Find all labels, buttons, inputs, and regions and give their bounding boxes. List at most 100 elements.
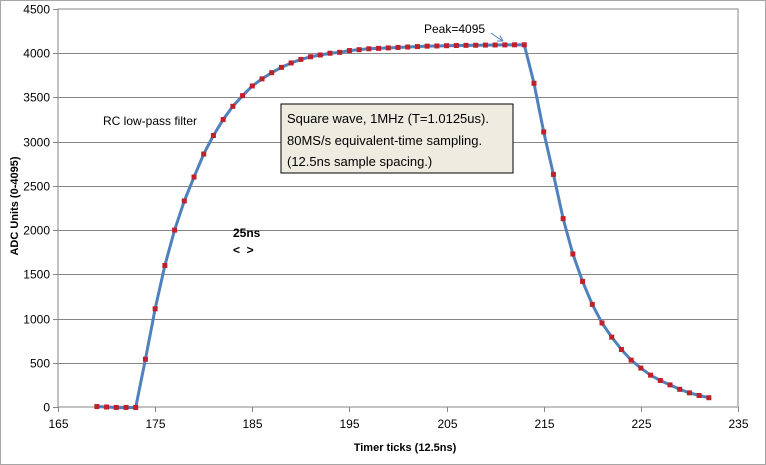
data-point [142,356,148,362]
data-point [706,395,712,401]
data-point [550,171,556,177]
x-tick-labels: 165 175 185 195 205 215 225 235 [48,417,748,431]
data-point [123,404,129,410]
x-axis-title: Timer ticks (12.5ns) [354,442,457,454]
data-point [482,42,488,48]
data-point [346,48,352,54]
data-point [638,365,644,371]
data-point [298,56,304,62]
data-point [570,251,576,257]
data-point [220,117,226,123]
data-point [531,80,537,86]
data-point [657,377,663,383]
data-point [405,44,411,50]
y-tick-label: 3500 [23,91,50,105]
annotation-box: Square wave, 1MHz (T=1.0125us). 80MS/s e… [280,103,514,174]
data-point [337,49,343,55]
annotation-box-line-1: Square wave, 1MHz (T=1.0125us). [287,111,489,126]
y-tick-label: 500 [30,357,50,371]
y-tick-label: 2500 [23,180,50,194]
x-tick-label: 205 [437,417,457,431]
data-point [648,372,654,378]
data-point [162,262,168,268]
y-axis-title: ADC Units (0-4095) [9,156,21,255]
peak-arrow [490,32,504,42]
data-point [580,278,586,284]
data-point [210,132,216,138]
data-point [376,45,382,51]
y-tick-label: 0 [43,401,50,415]
data-point [541,129,547,135]
y-tick-label: 1500 [23,268,50,282]
data-point [172,227,178,233]
data-point [395,44,401,50]
data-point [308,54,314,60]
data-point [502,42,508,48]
data-point [366,46,372,52]
data-point [492,42,498,48]
y-tick-label: 4500 [23,3,50,17]
annotation-box-line-3: (12.5ns sample spacing.) [287,154,432,169]
y-tick-label: 3000 [23,136,50,150]
x-tick-label: 225 [631,417,651,431]
x-tick-label: 165 [48,417,68,431]
data-point [609,334,615,340]
data-point [201,151,207,157]
y-tick-label: 4000 [23,47,50,61]
data-point [589,301,595,307]
annotation-spacing-label: 25ns [233,226,261,240]
data-point [696,393,702,398]
axes [53,8,739,412]
plot-area [57,8,739,408]
series-layer [94,42,712,410]
data-point [512,42,518,48]
data-point [453,43,459,49]
data-point [434,43,440,49]
grid-lines [58,53,738,364]
data-point [599,320,605,326]
data-point [113,404,119,410]
y-tick-label: 2000 [23,224,50,238]
x-tick-label: 235 [728,417,748,431]
data-point [677,386,683,392]
data-point [240,93,246,99]
data-point [414,44,420,50]
data-point [424,43,430,49]
data-point [94,404,100,410]
x-tick-label: 215 [534,417,554,431]
data-point [152,306,158,312]
annotation-box-line-2: 80MS/s equivalent-time sampling. [287,133,482,148]
data-point [444,43,450,49]
annotation-peak: Peak=4095 [424,22,485,36]
data-point [259,76,265,82]
data-point [356,47,362,53]
data-point [521,42,527,48]
data-point [191,174,197,180]
data-point [249,83,255,89]
x-tick-label: 195 [339,417,359,431]
annotation-spacing-arrows: < > [233,243,254,257]
data-point [269,70,275,76]
data-point [473,42,479,48]
y-tick-labels: 0 500 1000 1500 2000 2500 3000 3500 4000 4500 [23,3,50,415]
data-point [560,216,566,222]
data-point [181,198,187,204]
data-point [278,64,284,70]
data-point [667,382,673,388]
data-point [288,60,294,66]
data-point [230,103,236,109]
data-point [133,404,139,410]
data-point [385,45,391,51]
data-point [327,50,333,56]
data-point [317,52,323,58]
annotation-filter: RC low-pass filter [103,114,197,128]
data-point [463,42,469,48]
data-point [618,347,624,353]
data-point [104,404,110,410]
series-line [95,43,711,409]
x-tick-label: 185 [242,417,262,431]
data-point [628,357,634,363]
y-tick-label: 1000 [23,313,50,327]
